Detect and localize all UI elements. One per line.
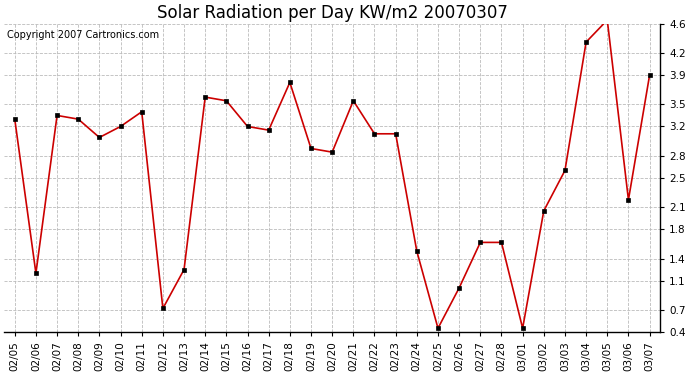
Title: Solar Radiation per Day KW/m2 20070307: Solar Radiation per Day KW/m2 20070307	[157, 4, 508, 22]
Text: Copyright 2007 Cartronics.com: Copyright 2007 Cartronics.com	[8, 30, 159, 40]
